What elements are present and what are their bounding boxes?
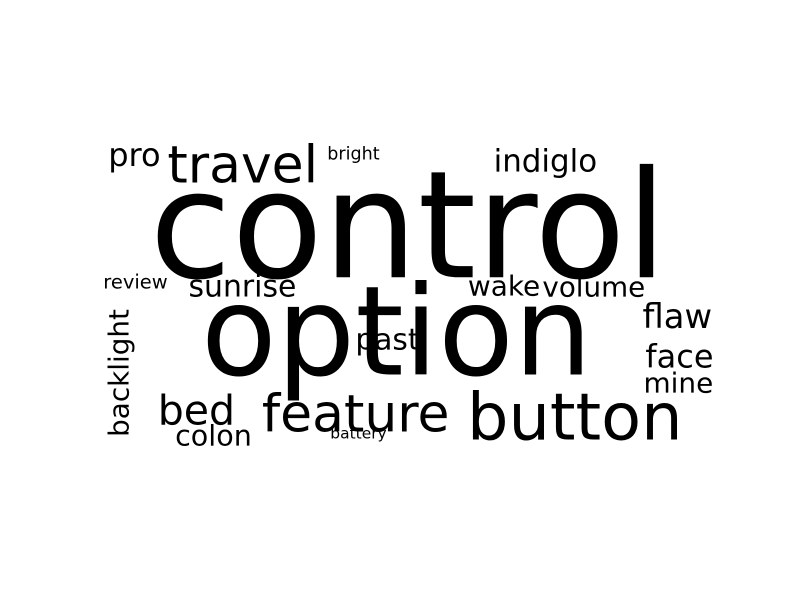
word-sunrise: sunrise <box>188 269 297 305</box>
word-past: past <box>355 321 420 357</box>
word-face: face <box>645 337 714 376</box>
word-travel: travel <box>167 135 319 196</box>
word-control: control <box>149 139 668 314</box>
word-backlight: backlight <box>102 309 136 437</box>
word-pro: pro <box>108 136 161 175</box>
word-button: button <box>467 379 683 456</box>
word-indiglo: indiglo <box>493 143 598 180</box>
word-flaw: flaw <box>642 297 713 337</box>
word-battery: battery <box>330 424 387 443</box>
word-volume: volume <box>542 270 646 304</box>
word-mine: mine <box>643 366 714 400</box>
word-bed: bed <box>157 386 236 435</box>
word-review: review <box>103 270 168 294</box>
word-bright: bright <box>327 144 380 165</box>
word-feature: feature <box>261 384 450 445</box>
word-wake: wake <box>467 269 541 303</box>
word-option: option <box>201 260 593 405</box>
word-colon: colon <box>175 418 252 453</box>
